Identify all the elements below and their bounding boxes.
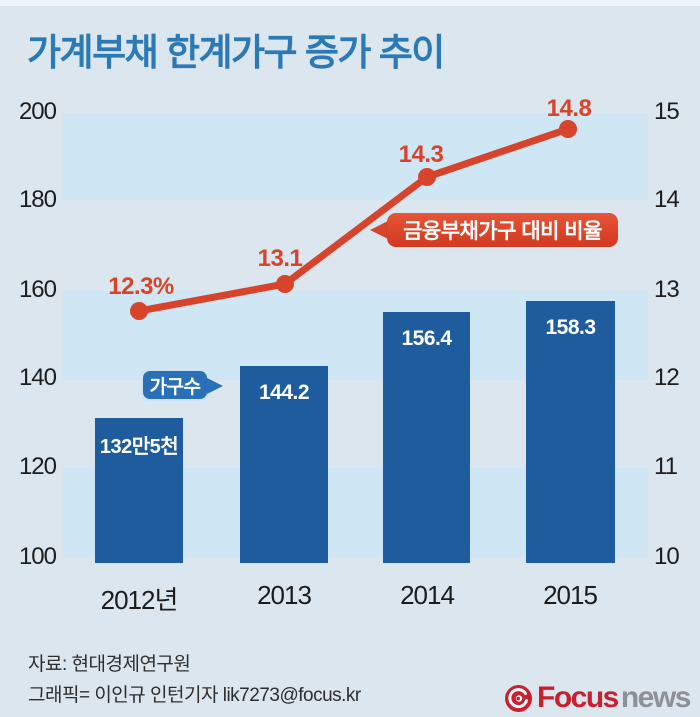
page-title: 가계부채 한계가구 증가 추이: [27, 32, 445, 73]
x-axis-label: 2013: [257, 580, 312, 610]
logo-brand-text: Focus: [537, 681, 619, 714]
footer-source: 자료: 현대경제연구원: [28, 654, 191, 675]
left-axis-tick: 100: [18, 543, 57, 570]
bar-value-label: 132만5천: [99, 436, 179, 458]
line-data-label: 13.1: [257, 245, 303, 272]
line-data-label: 14.3: [398, 141, 444, 168]
bar-2015: 158.3: [526, 301, 615, 563]
bar-value-label: 144.2: [258, 381, 310, 404]
line-data-label: 14.8: [546, 95, 592, 122]
left-axis-tick: 180: [18, 186, 57, 213]
bar-series-callout-label: 가구수: [149, 376, 201, 398]
x-axis-label: 2015: [543, 580, 598, 610]
line-series-callout-label: 금융부채가구 대비 비율: [403, 220, 602, 243]
right-axis-tick: 13: [654, 276, 680, 303]
logo-news-text: news: [620, 681, 692, 714]
right-axis-tick: 10: [654, 543, 680, 570]
bar-series-callout: 가구수: [141, 369, 223, 401]
bar-2013: 144.2: [240, 366, 328, 563]
right-axis-tick: 14: [654, 186, 680, 213]
bar-2014: 156.4: [383, 312, 470, 563]
line-series-callout: 금융부채가구 대비 비율: [370, 213, 618, 247]
right-axis-tick: 12: [654, 364, 680, 391]
callout-right-arrow: [207, 378, 223, 394]
focusnews-logo: Focus news: [504, 681, 692, 715]
left-axis-tick: 200: [18, 98, 57, 125]
bar-value-label: 156.4: [401, 327, 452, 350]
top-edge-highlight: [0, 0, 700, 6]
x-axis-label: 2012년: [100, 585, 179, 615]
right-axis-tick: 11: [654, 453, 678, 480]
left-axis-tick: 160: [18, 276, 57, 303]
callout-left-arrow: [370, 221, 388, 239]
line-data-label: 12.3%: [108, 273, 174, 300]
bar-2012: 132만5천: [95, 418, 183, 563]
bar-value-label: 158.3: [545, 316, 596, 339]
logo-swirl-icon: [505, 684, 532, 712]
footer-credit: 그래픽= 이인규 인턴기자 lik7273@focus.kr: [28, 685, 361, 706]
x-axis-label: 2014: [400, 580, 455, 610]
left-axis-tick: 140: [18, 364, 57, 391]
right-axis-tick: 15: [654, 98, 680, 125]
left-axis-tick: 120: [18, 453, 57, 480]
